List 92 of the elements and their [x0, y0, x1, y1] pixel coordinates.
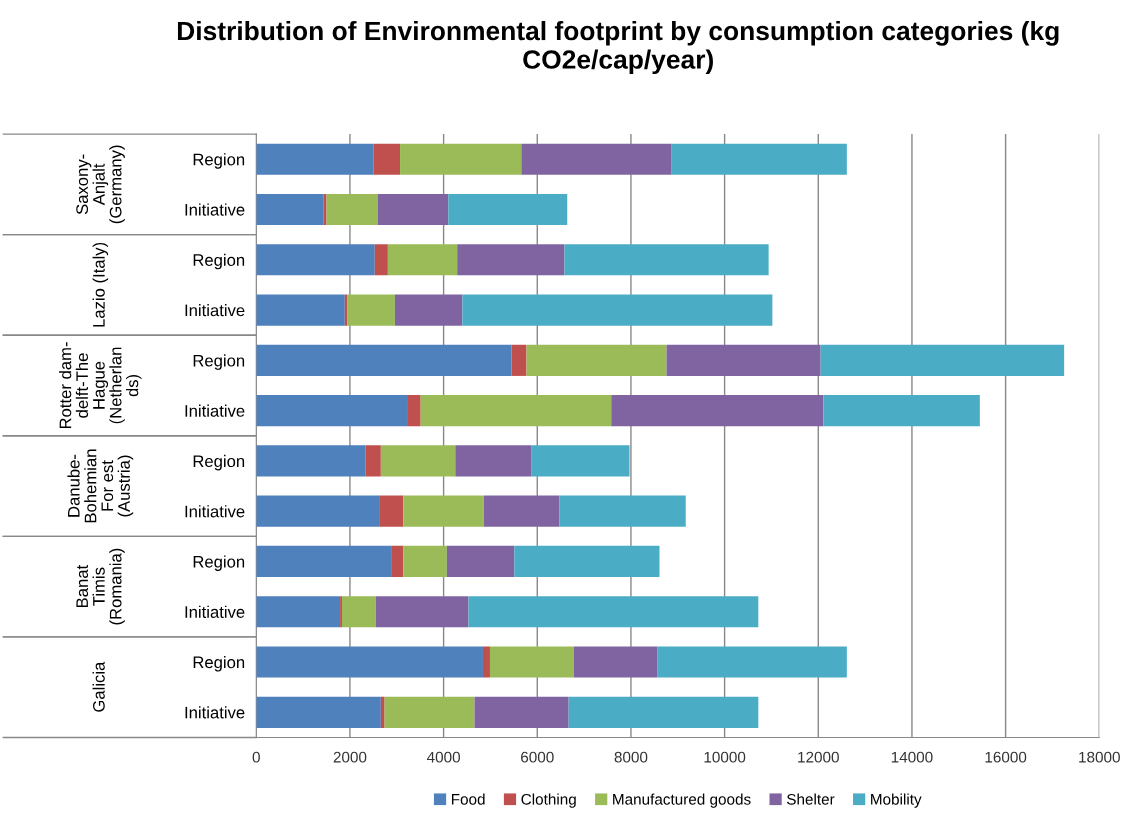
bar	[483, 495, 560, 527]
y-tick-label: Region	[193, 454, 245, 471]
bar	[559, 495, 686, 527]
chart-title: Distribution of Environmental footprint by consumption categories (kg CO2e/cap/year)	[177, 20, 1059, 75]
x-tick-label: 6000	[521, 751, 554, 763]
bar	[365, 445, 381, 477]
bar	[256, 143, 374, 175]
bar	[446, 545, 515, 578]
bar	[511, 344, 527, 376]
y-tick-label: Initiative	[185, 304, 245, 317]
x-tick-label: 14000	[891, 751, 933, 763]
text: Rotter dam- delft-The Hague (Netherlan ds)	[59, 342, 142, 429]
bar	[256, 344, 512, 376]
bar	[256, 395, 408, 427]
text: Banat Timis (Romania)	[76, 548, 125, 625]
bar	[256, 244, 375, 276]
bar	[573, 646, 658, 678]
text: Lazio (Italy)	[92, 242, 109, 327]
bar	[377, 193, 449, 226]
y-tick-label: Region	[193, 555, 245, 571]
bar	[256, 545, 392, 578]
bar	[391, 545, 404, 578]
bar	[387, 244, 458, 276]
y-tick-label: Initiative	[185, 203, 245, 216]
bar	[256, 294, 345, 326]
bar	[326, 193, 378, 226]
bar	[468, 596, 759, 628]
bar	[526, 344, 667, 376]
bar	[256, 193, 324, 226]
bar	[521, 143, 672, 175]
bar	[374, 244, 388, 276]
bar	[482, 646, 490, 678]
bar	[448, 193, 568, 226]
y-tick-label: Region	[193, 354, 245, 370]
y-tick-label: Region	[193, 655, 245, 672]
bar	[823, 395, 980, 427]
bar	[256, 495, 380, 527]
bar	[671, 143, 847, 175]
bar	[666, 344, 821, 376]
bar	[380, 445, 456, 477]
legend-label: Manufactured goods	[613, 793, 751, 808]
bar	[564, 244, 769, 276]
bar	[394, 294, 463, 326]
legend-label: Clothing	[521, 793, 576, 808]
bar	[256, 646, 483, 678]
text: Saxony- Anjalt (Germany)	[76, 145, 125, 224]
bar	[380, 696, 385, 728]
bar	[462, 294, 773, 326]
bar	[375, 596, 469, 628]
legend-label: Food	[451, 793, 485, 805]
bar	[455, 445, 532, 477]
bar	[474, 696, 569, 728]
bar	[420, 395, 612, 427]
bar	[403, 545, 447, 578]
x-tick-label: 2000	[333, 751, 367, 763]
bar	[531, 445, 630, 477]
bar	[514, 545, 660, 578]
bar	[256, 445, 366, 477]
y-tick-label: Region	[193, 153, 245, 169]
y-tick-label: Initiative	[185, 605, 245, 618]
text: Galicia	[92, 661, 105, 712]
legend-label: Mobility	[871, 793, 922, 808]
bar	[256, 696, 381, 728]
y-tick-label: Region	[193, 253, 245, 270]
x-tick-label: 18000	[1079, 751, 1120, 763]
bar	[373, 143, 401, 175]
bar	[256, 596, 341, 628]
y-tick-label: Initiative	[185, 706, 245, 719]
bar	[341, 596, 376, 628]
bar	[347, 294, 395, 326]
bar	[379, 495, 404, 527]
bar	[568, 696, 759, 728]
y-tick-label: Initiative	[185, 404, 245, 417]
bar	[403, 495, 484, 527]
bar	[489, 646, 574, 678]
x-tick-label: 12000	[798, 751, 839, 763]
bar	[400, 143, 522, 175]
x-tick-label: 16000	[985, 751, 1027, 763]
bar	[384, 696, 475, 728]
x-tick-label: 4000	[426, 751, 460, 763]
bar	[657, 646, 847, 678]
bar	[457, 244, 565, 276]
text: Danube- Bohemian For est (Austria)	[67, 449, 134, 523]
bar	[323, 193, 327, 226]
legend-label: Shelter	[786, 793, 835, 805]
bar	[611, 395, 824, 427]
y-tick-label: Initiative	[185, 505, 245, 518]
bar	[407, 395, 421, 427]
x-tick-label: 0	[252, 751, 260, 763]
bar	[820, 344, 1065, 376]
x-tick-label: 8000	[614, 751, 648, 763]
x-tick-label: 10000	[704, 751, 746, 763]
